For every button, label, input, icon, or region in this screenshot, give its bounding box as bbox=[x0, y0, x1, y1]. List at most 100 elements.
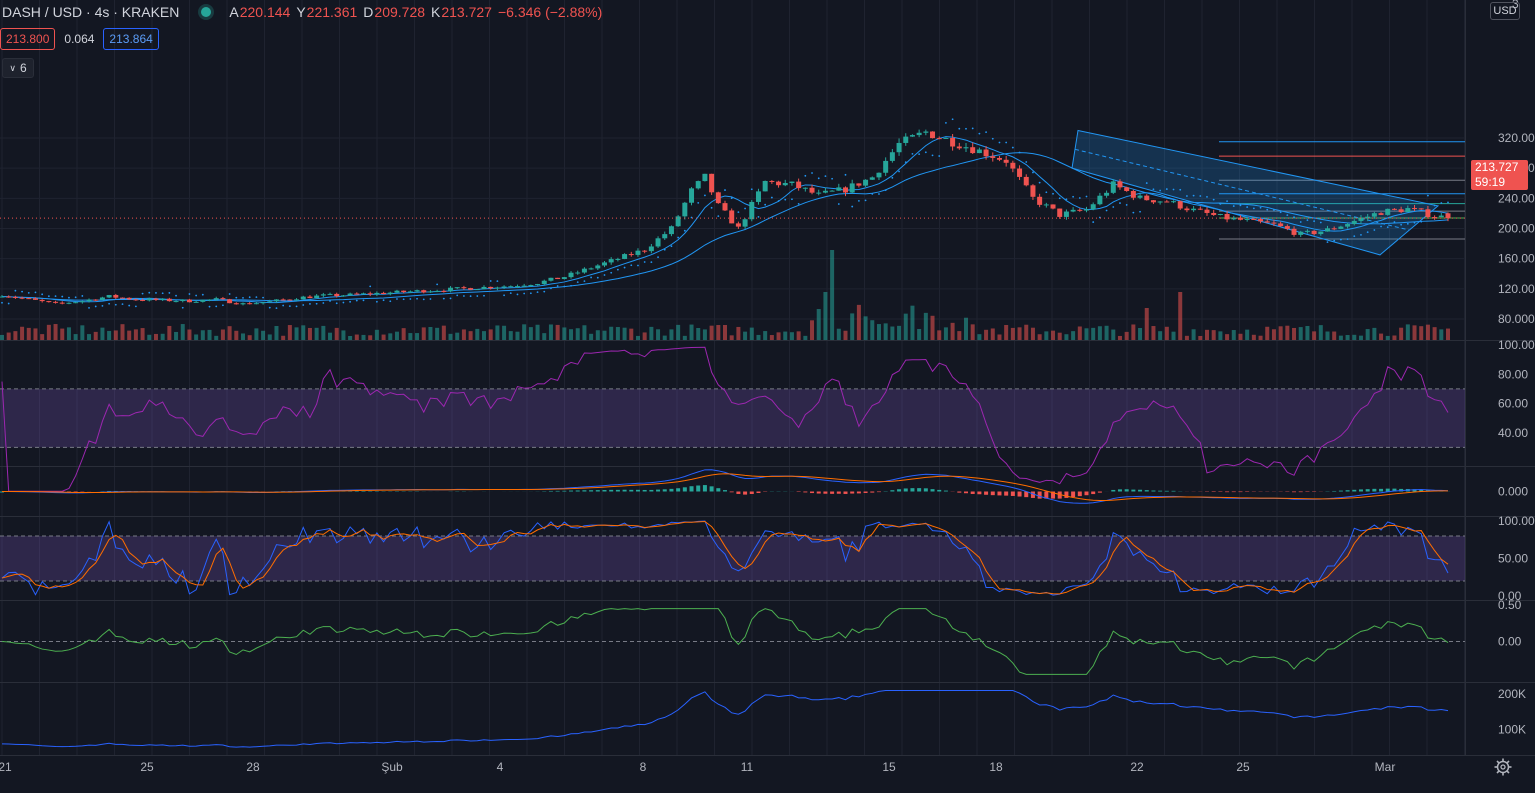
candle-body bbox=[59, 302, 65, 304]
macd-hist-bar bbox=[656, 489, 661, 492]
sar-dot bbox=[931, 154, 934, 157]
volume-bar bbox=[1352, 334, 1357, 340]
macd-hist-bar bbox=[830, 491, 835, 494]
sar-dot bbox=[965, 127, 967, 130]
sar-dot bbox=[509, 292, 512, 294]
candle-body bbox=[287, 299, 293, 301]
sar-dot bbox=[1112, 206, 1115, 208]
candle-body bbox=[434, 290, 440, 292]
sar-dot bbox=[309, 303, 311, 305]
macd-axis-label: 0.000 bbox=[1498, 485, 1528, 499]
macd-hist-bar bbox=[669, 488, 674, 492]
symbol-title[interactable]: DASH / USD · 4s · KRAKEN bbox=[2, 4, 180, 20]
sell-button[interactable]: 213.800 bbox=[0, 28, 56, 50]
macd-hist-bar bbox=[595, 490, 600, 492]
time-axis-label: Şub bbox=[381, 760, 403, 774]
volume-bar bbox=[1251, 334, 1256, 340]
macd-hist-bar bbox=[1057, 491, 1062, 499]
candle-body bbox=[488, 286, 494, 289]
sar-dot bbox=[1279, 211, 1282, 214]
sar-dot bbox=[161, 292, 164, 295]
sar-dot bbox=[1319, 221, 1322, 224]
low-key: D bbox=[363, 4, 374, 20]
sar-dot bbox=[670, 245, 673, 248]
macd-hist-bar bbox=[709, 486, 714, 492]
candle-body bbox=[1164, 201, 1170, 203]
sar-dot bbox=[831, 177, 834, 180]
sar-dot bbox=[911, 152, 914, 155]
volume-bar bbox=[147, 334, 152, 340]
volume-bar bbox=[133, 329, 138, 340]
volume-bar bbox=[602, 330, 607, 340]
time-axis-label: 25 bbox=[140, 760, 154, 774]
macd-hist-bar bbox=[1385, 488, 1390, 492]
candle-body bbox=[1298, 231, 1304, 235]
volume-bar bbox=[810, 320, 815, 340]
current-price-label: 213.727 59:19 bbox=[1471, 160, 1528, 190]
macd-hist-bar bbox=[917, 488, 922, 492]
candle-body bbox=[990, 156, 996, 158]
sar-dot bbox=[998, 141, 1001, 144]
candle-body bbox=[140, 299, 146, 301]
candle-body bbox=[869, 177, 875, 180]
sar-dot bbox=[637, 264, 639, 267]
osc-axis-label: 0.00 bbox=[1498, 635, 1522, 649]
sar-dot bbox=[991, 137, 994, 140]
sar-dot bbox=[1032, 171, 1034, 174]
macd-hist-bar bbox=[361, 490, 366, 492]
macd-hist-bar bbox=[1164, 490, 1169, 492]
sar-dot bbox=[1413, 221, 1416, 224]
sar-dot bbox=[596, 276, 599, 279]
candle-body bbox=[1117, 181, 1123, 188]
buy-button[interactable]: 213.864 bbox=[103, 28, 159, 50]
candle-body bbox=[635, 250, 641, 255]
macd-hist-bar bbox=[903, 488, 908, 492]
sar-dot bbox=[355, 299, 358, 302]
macd-hist-bar bbox=[107, 490, 112, 492]
macd-hist-bar bbox=[970, 491, 975, 494]
sar-dot bbox=[717, 215, 720, 218]
macd-hist-bar bbox=[863, 491, 868, 493]
indicators-toggle-button[interactable]: ∨ 6 bbox=[2, 58, 34, 78]
candle-body bbox=[1412, 208, 1418, 210]
volume-bar bbox=[160, 333, 165, 340]
currency-button[interactable]: USD bbox=[1490, 2, 1520, 20]
gear-icon[interactable] bbox=[1493, 757, 1513, 777]
price-axis-label: 200.000 bbox=[1498, 222, 1535, 236]
volume-bar bbox=[220, 329, 225, 340]
sar-dot bbox=[777, 200, 780, 202]
sar-dot bbox=[1366, 231, 1369, 234]
sar-dot bbox=[396, 298, 398, 300]
candle-body bbox=[1311, 230, 1317, 235]
volume-bar bbox=[1211, 330, 1216, 340]
macd-hist-bar bbox=[66, 491, 71, 493]
volume-bar bbox=[234, 330, 239, 340]
volume-bar bbox=[649, 326, 654, 340]
candle-body bbox=[1425, 209, 1431, 218]
sar-dot bbox=[275, 307, 278, 310]
volume-bar bbox=[575, 328, 580, 340]
sar-dot bbox=[985, 131, 987, 134]
sar-dot bbox=[1206, 195, 1208, 198]
volume-bar bbox=[1439, 329, 1444, 340]
sar-dot bbox=[429, 298, 432, 300]
volume-bar bbox=[1104, 325, 1109, 340]
rsi-line bbox=[1, 346, 1449, 492]
sar-dot bbox=[1286, 214, 1289, 216]
sar-dot bbox=[878, 193, 880, 195]
volume-bar bbox=[247, 335, 252, 340]
macd-hist-bar bbox=[696, 485, 701, 492]
macd-hist-bar bbox=[1144, 490, 1149, 492]
sar-dot bbox=[978, 132, 981, 135]
volume-bar bbox=[1158, 331, 1163, 340]
candle-body bbox=[46, 301, 52, 303]
volume-bar bbox=[1245, 329, 1250, 340]
candle-body bbox=[126, 297, 132, 300]
sar-dot bbox=[101, 305, 104, 307]
sar-dot bbox=[1360, 233, 1362, 236]
macd-hist-bar bbox=[1365, 489, 1370, 492]
sar-dot bbox=[342, 301, 345, 304]
sar-dot bbox=[94, 305, 97, 308]
volume-bar bbox=[1024, 324, 1029, 340]
